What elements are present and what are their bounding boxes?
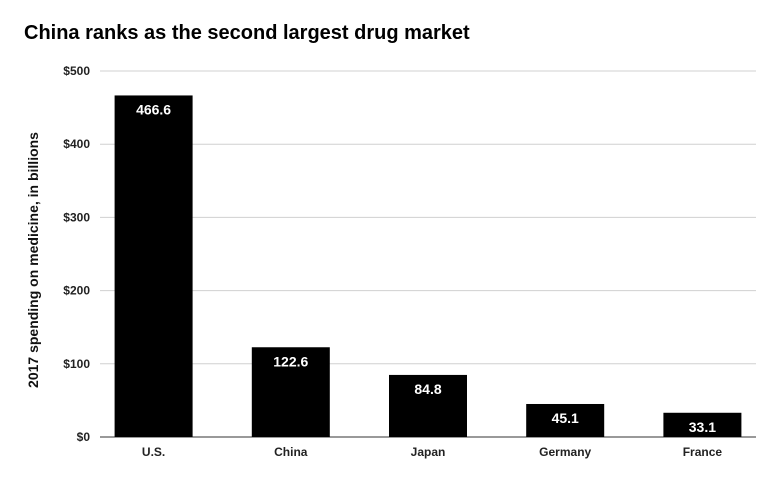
- x-tick-label: Japan: [411, 445, 446, 459]
- data-label: 45.1: [552, 410, 579, 426]
- data-label: 466.6: [136, 101, 171, 117]
- bar: [251, 347, 330, 437]
- x-tick-label: China: [274, 445, 308, 459]
- x-axis-ticks: U.S. China Japan Germany France: [142, 445, 722, 459]
- y-axis-ticks: $0 $100 $200 $300 $400 $500: [63, 64, 90, 444]
- y-tick-label: $500: [63, 64, 90, 78]
- x-tick-label: U.S.: [142, 445, 165, 459]
- bar: [389, 374, 467, 437]
- bar: [526, 403, 605, 437]
- data-label: 122.6: [273, 353, 308, 369]
- data-label: 84.8: [414, 381, 441, 397]
- x-tick-label: France: [683, 445, 723, 459]
- gridlines: [100, 70, 756, 438]
- chart-title: China ranks as the second largest drug m…: [24, 22, 470, 44]
- y-tick-label: $300: [63, 210, 90, 224]
- bar: [663, 412, 742, 437]
- bar: [114, 95, 193, 438]
- y-axis-label: 2017 spending on medicine, in billions: [25, 132, 41, 388]
- y-tick-label: $0: [77, 430, 91, 444]
- x-tick-label: Germany: [539, 445, 591, 459]
- bars: 466.6 122.6 84.8 45.1 33.1: [114, 95, 742, 438]
- y-tick-label: $400: [63, 137, 90, 151]
- y-tick-label: $100: [63, 357, 90, 371]
- y-tick-label: $200: [63, 284, 90, 298]
- data-label: 33.1: [689, 419, 716, 435]
